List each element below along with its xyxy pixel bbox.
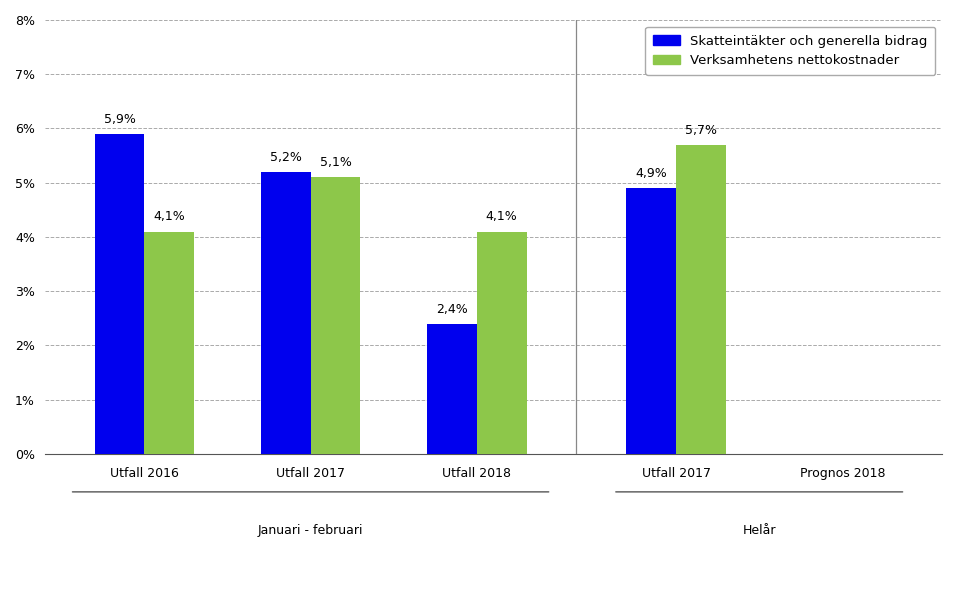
Text: 5,2%: 5,2% [270,150,301,164]
Legend: Skatteintäkter och generella bidrag, Verksamhetens nettokostnader: Skatteintäkter och generella bidrag, Ver… [645,26,935,75]
Text: 5,9%: 5,9% [103,113,136,126]
Text: 5,1%: 5,1% [320,156,351,169]
Bar [311,177,361,454]
Bar [427,324,477,454]
Bar [477,231,526,454]
Text: 4,9%: 4,9% [635,167,667,180]
Text: Januari - februari: Januari - februari [257,524,364,537]
Text: 4,1%: 4,1% [486,211,518,223]
Text: 5,7%: 5,7% [685,123,717,136]
Bar [260,172,311,454]
Bar [95,134,145,454]
Bar [677,145,726,454]
Text: 4,1%: 4,1% [153,211,186,223]
Text: Helår: Helår [743,524,776,537]
Bar [145,231,194,454]
Bar [626,188,677,454]
Text: 2,4%: 2,4% [436,303,468,316]
